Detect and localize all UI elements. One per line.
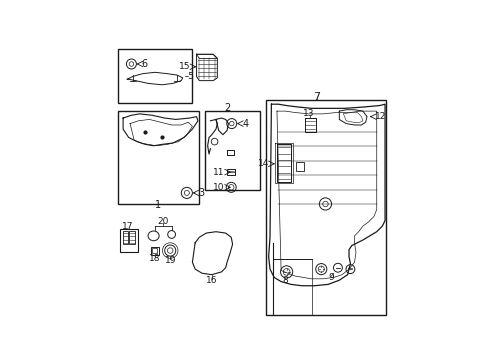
Text: -5: -5 bbox=[185, 72, 194, 81]
Text: 14: 14 bbox=[257, 159, 268, 168]
Bar bbox=[117, 111, 199, 204]
Bar bbox=[204, 111, 260, 190]
Text: 7: 7 bbox=[313, 92, 320, 102]
Text: 2: 2 bbox=[224, 103, 230, 113]
Text: 9: 9 bbox=[327, 273, 333, 282]
Text: 8: 8 bbox=[282, 276, 287, 285]
Bar bbox=[265, 100, 386, 315]
Text: 10: 10 bbox=[212, 183, 224, 192]
Bar bbox=[150, 247, 158, 255]
Bar bbox=[120, 229, 138, 252]
Bar bbox=[227, 169, 235, 175]
Text: 19: 19 bbox=[164, 256, 176, 265]
Text: 18: 18 bbox=[149, 255, 160, 264]
Text: 12: 12 bbox=[374, 112, 385, 121]
Text: 13: 13 bbox=[303, 109, 314, 118]
Text: 11: 11 bbox=[212, 168, 224, 177]
Text: 17: 17 bbox=[121, 222, 133, 231]
Bar bbox=[152, 248, 156, 253]
Text: 16: 16 bbox=[205, 276, 217, 285]
Bar bbox=[129, 231, 135, 244]
Text: 20: 20 bbox=[157, 217, 169, 226]
Text: 6: 6 bbox=[142, 59, 147, 69]
Text: 1: 1 bbox=[154, 201, 161, 210]
Bar bbox=[117, 49, 192, 103]
Bar bbox=[296, 162, 304, 171]
Text: 15: 15 bbox=[178, 62, 190, 71]
Text: 4: 4 bbox=[242, 118, 248, 129]
Text: 3: 3 bbox=[198, 188, 204, 198]
Bar bbox=[122, 231, 128, 244]
